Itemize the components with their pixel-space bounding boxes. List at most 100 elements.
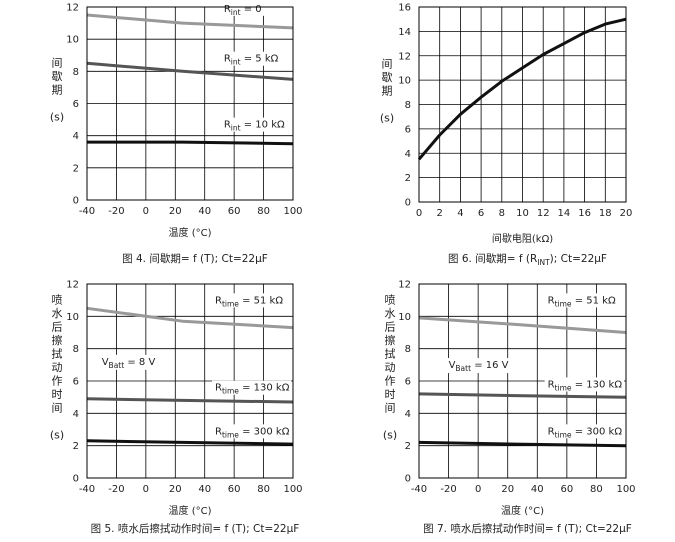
series-line-1 [418,316,627,334]
x-tick-label: 20 [169,484,182,495]
series-line-2 [86,61,294,81]
y-tick-label: 2 [73,441,79,452]
series-line-1 [86,13,294,30]
y-tick-label: 8 [405,344,411,355]
y-tick-label: 6 [405,377,411,388]
annotation-vbatt: VBatt = 16 V [449,360,509,373]
y-axis-label-char: 间 [385,402,396,415]
y-axis-label: 喷水后擦拭动作时间 (s) [383,294,397,442]
y-tick-label: 0 [405,474,411,485]
x-tick-label: -20 [440,484,456,495]
y-axis-label-char: 作 [385,375,396,388]
y-tick-label: 0 [73,196,79,207]
chart-panel-3: Rtime = 51 kΩ Rtime = 130 kΩ Rtime = 300 k… [50,280,303,536]
y-axis-label-char: (s) [50,429,64,442]
y-tick-label: 8 [73,344,79,355]
x-tick-label: 0 [416,208,422,219]
x-tick-label: 10 [516,208,529,219]
y-tick-label: 6 [73,377,79,388]
x-tick-label: 60 [228,484,241,495]
label-backing [220,1,291,16]
series-line-3 [418,440,627,448]
x-tick-label: 16 [578,208,591,219]
y-tick-label: 0 [73,474,79,485]
y-axis-label-char: 作 [52,375,63,388]
label-backing [544,293,624,308]
y-tick-label: 8 [73,67,79,78]
y-axis-label-char: (s) [383,429,397,442]
x-tick-label: -40 [411,484,427,495]
x-tick-label: 40 [198,484,211,495]
y-tick-label: 10 [66,35,79,46]
series-label-3: Rtime = 300 kΩ [215,426,290,439]
y-axis-label: 间歇期 (s) [50,57,64,124]
series-line-2 [86,397,294,404]
annotation-vbatt: VBatt = 8 V [102,357,156,370]
y-axis-label-char: 擦 [52,333,63,347]
x-tick-label: -20 [108,206,124,217]
y-axis-label-char: (s) [50,111,64,124]
x-tick-label: 40 [531,484,544,495]
plot-frame [86,283,294,479]
series-line-3 [87,140,294,146]
series-line-1 [86,306,294,330]
y-tick-label: 16 [398,3,411,14]
y-axis-label-char: 后 [385,321,396,334]
x-tick-label: 100 [616,484,635,495]
x-tick-label: -40 [79,484,95,495]
series-label-3: Rtime = 300 kΩ [548,426,623,439]
chart-panel-2: 0 2 4 6 8 10 12 14 16 18 20 0 2 4 6 8 10 12 14 16 间歇期 (s) 间歇电阻… [380,3,633,268]
y-axis-label: 间歇期 (s) [380,58,394,125]
y-tick-label: 2 [73,163,79,174]
y-tick-label: 8 [405,100,411,111]
y-tick-label: 0 [405,198,411,209]
figure-caption: 图 7. 喷水后擦拭动作时间= f (T); Ct=22μF [423,522,632,535]
y-axis-label-char: 时 [385,388,396,401]
x-tick-label: 100 [283,206,302,217]
x-tick-label: 0 [475,484,481,495]
series-line-3 [86,439,294,446]
series-line-1 [417,17,627,161]
series-label-1: Rint = 0 [224,4,262,17]
label-backing [212,293,291,308]
plot-frame [418,6,627,203]
y-axis-label-char: 拭 [385,347,396,361]
x-tick-label: 0 [143,484,149,495]
y-tick-label: 4 [405,409,411,420]
x-tick-label: 18 [599,208,612,219]
y-axis-label-char: 时 [52,388,63,401]
y-tick-label: 10 [398,76,411,87]
y-tick-label: 14 [398,27,411,38]
y-tick-label: 6 [405,124,411,135]
y-axis-label-char: 后 [52,321,63,334]
x-tick-label: -20 [108,484,124,495]
x-tick-label: 20 [169,206,182,217]
label-backing [544,377,624,392]
label-backing [220,51,291,66]
y-axis-label-char: 动 [52,361,63,374]
x-tick-label: 80 [590,484,603,495]
series-label-3: Rint = 10 kΩ [224,120,285,133]
y-axis-label-char: 间 [52,402,63,415]
x-axis-label: 间歇电阻(kΩ) [492,232,553,245]
y-tick-label: 12 [66,3,79,14]
x-tick-label: -40 [79,206,95,217]
y-tick-label: 12 [398,280,411,291]
x-axis-label: 温度 (°C) [169,504,212,517]
x-tick-label: 80 [257,484,270,495]
y-axis-label-char: (s) [380,112,394,125]
y-axis-label-char: 动 [385,361,396,374]
x-tick-label: 0 [143,206,149,217]
annotation-backing [98,354,165,370]
label-backing [212,424,291,439]
y-axis-label-char: 歇 [52,70,63,83]
x-tick-label: 20 [501,484,514,495]
y-axis-label: 喷水后擦拭动作时间 (s) [50,294,64,442]
y-axis-label-char: 喷 [385,294,396,307]
series-label-2: Rtime = 130 kΩ [548,379,623,392]
figure-caption: 图 4. 间歇期= f (T); Ct=22μF [122,252,268,265]
x-tick-label: 80 [257,206,270,217]
y-tick-label: 10 [398,312,411,323]
